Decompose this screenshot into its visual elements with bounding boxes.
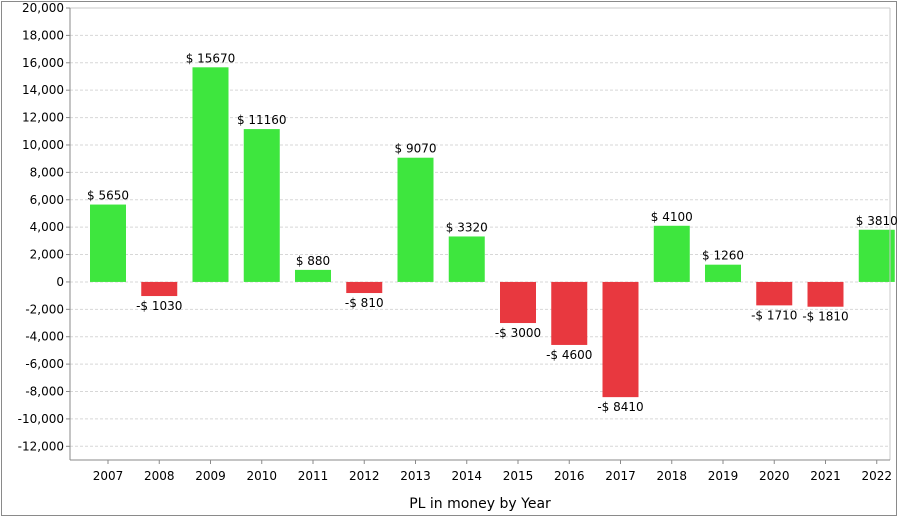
x-tick-label-2016: 2016: [554, 469, 585, 483]
data-label-2019: $ 1260: [702, 249, 744, 263]
x-tick-label-2009: 2009: [195, 469, 226, 483]
x-tick-label-2008: 2008: [144, 469, 175, 483]
x-tick-label-2011: 2011: [298, 469, 329, 483]
data-label-2013: $ 9070: [395, 142, 437, 156]
y-axis-ticks: 20,000 18,000 16,000 14,000 12,000 10,000 8,00…: [18, 2, 70, 453]
data-label-2011: $ 880: [296, 254, 330, 268]
data-label-2014: $ 3320: [446, 220, 488, 234]
data-label-2007: $ 5650: [87, 189, 129, 203]
x-tick-label-2014: 2014: [451, 469, 482, 483]
y-tick-label: 14,000: [22, 83, 64, 97]
data-label-2020: -$ 1710: [751, 308, 797, 322]
y-tick-label: 18,000: [22, 28, 64, 42]
y-tick-label: 12,000: [22, 111, 64, 125]
data-label-2010: $ 11160: [237, 113, 287, 127]
y-tick-label: -4,000: [25, 330, 64, 344]
x-axis-title: PL in money by Year: [409, 496, 551, 512]
data-label-2016: -$ 4600: [546, 348, 592, 362]
bar-2021: [807, 281, 844, 307]
x-axis-ticks: 2007 2008 2009 2010 2011 2012 2013 2014 2015 2016…: [93, 460, 892, 483]
bar-2012: [346, 281, 383, 294]
x-tick-label-2007: 2007: [93, 469, 124, 483]
data-label-2009: $ 15670: [186, 51, 236, 65]
data-label-2015: -$ 3000: [495, 326, 541, 340]
bar-2011: [295, 269, 331, 282]
y-tick-label: 6,000: [30, 193, 64, 207]
y-tick-label: -2,000: [25, 302, 64, 316]
bar-2020: [756, 281, 793, 306]
bar-2017: [602, 281, 639, 398]
x-tick-label-2013: 2013: [400, 469, 431, 483]
x-tick-label-2015: 2015: [503, 469, 534, 483]
y-tick-label: 10,000: [22, 138, 64, 152]
data-label-2017: -$ 8410: [597, 400, 643, 414]
bar-2010: [243, 129, 280, 282]
bar-2019: [705, 264, 741, 282]
x-tick-label-2021: 2021: [810, 469, 841, 483]
bar-2018: [653, 225, 690, 282]
data-label-2008: -$ 1030: [136, 299, 182, 313]
data-label-2022: $ 3810: [856, 214, 898, 228]
bar-2013: [397, 157, 434, 282]
bars: [90, 67, 895, 398]
x-tick-label-2022: 2022: [861, 469, 892, 483]
y-tick-label: -8,000: [25, 385, 64, 399]
bar-2022: [858, 229, 895, 282]
data-label-2012: -$ 810: [345, 296, 384, 310]
bar-2015: [500, 281, 536, 324]
y-tick-label: 0: [56, 275, 64, 289]
y-tick-label: 20,000: [22, 2, 64, 15]
x-tick-label-2018: 2018: [656, 469, 687, 483]
x-tick-label-2019: 2019: [708, 469, 739, 483]
y-tick-label: -10,000: [18, 412, 64, 426]
data-label-2021: -$ 1810: [802, 310, 848, 324]
bar-2008: [141, 281, 178, 297]
bar-2007: [90, 204, 126, 282]
x-tick-label-2012: 2012: [349, 469, 380, 483]
data-labels: $ 5650 -$ 1030 $ 15670 $ 11160 $ 880 -$ 810 $ …: [87, 51, 898, 414]
y-tick-label: -12,000: [18, 439, 64, 453]
bar-2009: [192, 67, 229, 282]
bar-2016: [551, 281, 588, 345]
y-tick-label: 4,000: [30, 220, 64, 234]
bar-2014: [448, 236, 485, 282]
y-tick-label: 2,000: [30, 248, 64, 262]
y-tick-label: 8,000: [30, 165, 64, 179]
y-tick-label: -6,000: [25, 357, 64, 371]
x-tick-label-2010: 2010: [246, 469, 277, 483]
x-tick-label-2017: 2017: [605, 469, 636, 483]
x-tick-label-2020: 2020: [759, 469, 790, 483]
data-label-2018: $ 4100: [651, 210, 693, 224]
y-tick-label: 16,000: [22, 56, 64, 70]
